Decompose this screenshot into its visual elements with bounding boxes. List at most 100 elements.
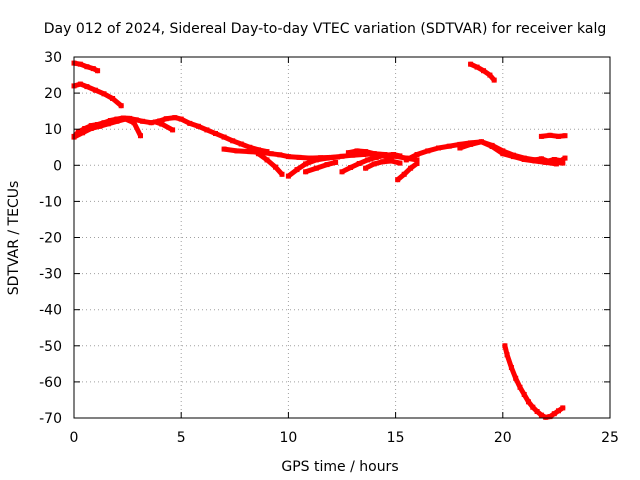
data-point — [478, 139, 484, 145]
chart-title: Day 012 of 2024, Sidereal Day-to-day VTE… — [44, 21, 606, 37]
grid-lines — [74, 57, 610, 418]
data-point — [84, 84, 90, 90]
data-point — [530, 404, 536, 410]
data-point — [414, 152, 420, 157]
data-point — [279, 171, 285, 177]
x-axis-title: GPS time / hours — [281, 459, 398, 475]
data-point — [195, 123, 201, 129]
data-point — [238, 141, 244, 147]
data-series-arc-7 — [255, 151, 285, 177]
data-point — [148, 120, 154, 126]
data-point — [335, 154, 341, 160]
data-point — [363, 149, 369, 155]
data-point — [513, 375, 519, 381]
plot-area — [71, 60, 568, 420]
data-point — [556, 133, 561, 139]
x-tick-label: 15 — [387, 430, 405, 446]
data-point — [110, 96, 116, 101]
y-tick-label: -30 — [39, 267, 62, 283]
data-point — [75, 129, 81, 135]
data-point — [303, 161, 309, 167]
data-point — [107, 118, 113, 123]
data-point — [260, 150, 266, 156]
data-point — [468, 61, 474, 67]
x-tick-label: 10 — [279, 430, 297, 446]
data-point — [221, 134, 227, 140]
data-series-arc-8 — [285, 154, 341, 179]
data-point — [138, 133, 143, 139]
data-point — [339, 153, 345, 159]
data-point — [543, 414, 549, 420]
data-point — [414, 161, 420, 166]
y-tick-label: -20 — [39, 231, 62, 247]
data-point — [481, 68, 486, 74]
data-point — [457, 141, 463, 147]
data-point — [114, 118, 120, 124]
data-point — [105, 121, 111, 127]
data-point — [95, 68, 101, 74]
data-point — [204, 127, 210, 133]
data-point — [187, 120, 193, 126]
data-point — [90, 66, 96, 72]
data-point — [391, 152, 396, 157]
data-point — [538, 133, 544, 139]
data-point — [131, 120, 137, 126]
data-point — [213, 131, 218, 136]
data-point — [373, 154, 379, 160]
x-tick-label: 25 — [601, 430, 619, 446]
data-point — [547, 132, 553, 138]
data-point — [247, 149, 253, 155]
data-point — [538, 156, 544, 162]
data-series-arc-18 — [538, 132, 568, 139]
data-point — [324, 155, 330, 161]
y-tick-label: 10 — [44, 122, 62, 138]
data-point — [360, 152, 366, 157]
data-point — [178, 116, 184, 122]
data-point — [538, 412, 544, 418]
data-point — [101, 91, 107, 97]
data-point — [526, 399, 531, 405]
data-point — [77, 81, 83, 87]
data-point — [500, 151, 506, 157]
y-tick-label: -40 — [39, 303, 62, 319]
data-point — [397, 153, 403, 159]
data-point — [436, 145, 441, 151]
data-point — [380, 159, 386, 165]
data-point — [82, 126, 88, 131]
data-point — [511, 154, 516, 160]
data-point — [401, 171, 407, 177]
data-point — [339, 169, 345, 175]
data-point — [425, 148, 431, 154]
y-tick-label: -60 — [39, 375, 62, 391]
data-point — [521, 157, 527, 162]
y-tick-label: -50 — [39, 339, 62, 355]
data-point — [159, 121, 165, 127]
data-series-arc-9 — [303, 159, 339, 175]
data-point — [487, 72, 493, 78]
data-point — [371, 151, 377, 157]
data-point — [489, 144, 495, 149]
data-point — [551, 157, 557, 162]
data-point — [474, 64, 480, 70]
data-point — [92, 87, 98, 93]
data-point — [446, 143, 452, 149]
data-point — [277, 152, 283, 158]
data-point — [345, 150, 351, 156]
data-point — [468, 141, 474, 147]
data-point — [303, 169, 309, 175]
data-point — [84, 64, 90, 70]
data-point — [285, 154, 291, 160]
axis-ticks — [73, 56, 611, 419]
data-point — [234, 148, 240, 154]
data-point — [556, 408, 561, 414]
data-point — [313, 165, 319, 171]
data-point — [521, 392, 527, 397]
data-series-arc-15 — [457, 139, 559, 167]
data-point — [414, 157, 420, 163]
data-point — [88, 126, 94, 131]
data-point — [230, 138, 236, 144]
data-point — [365, 157, 371, 163]
data-point — [221, 146, 227, 152]
y-tick-labels: -70 -60 -50 -40 -30 -20 -10 0 10 20 30 — [39, 50, 62, 427]
data-point — [491, 77, 497, 83]
